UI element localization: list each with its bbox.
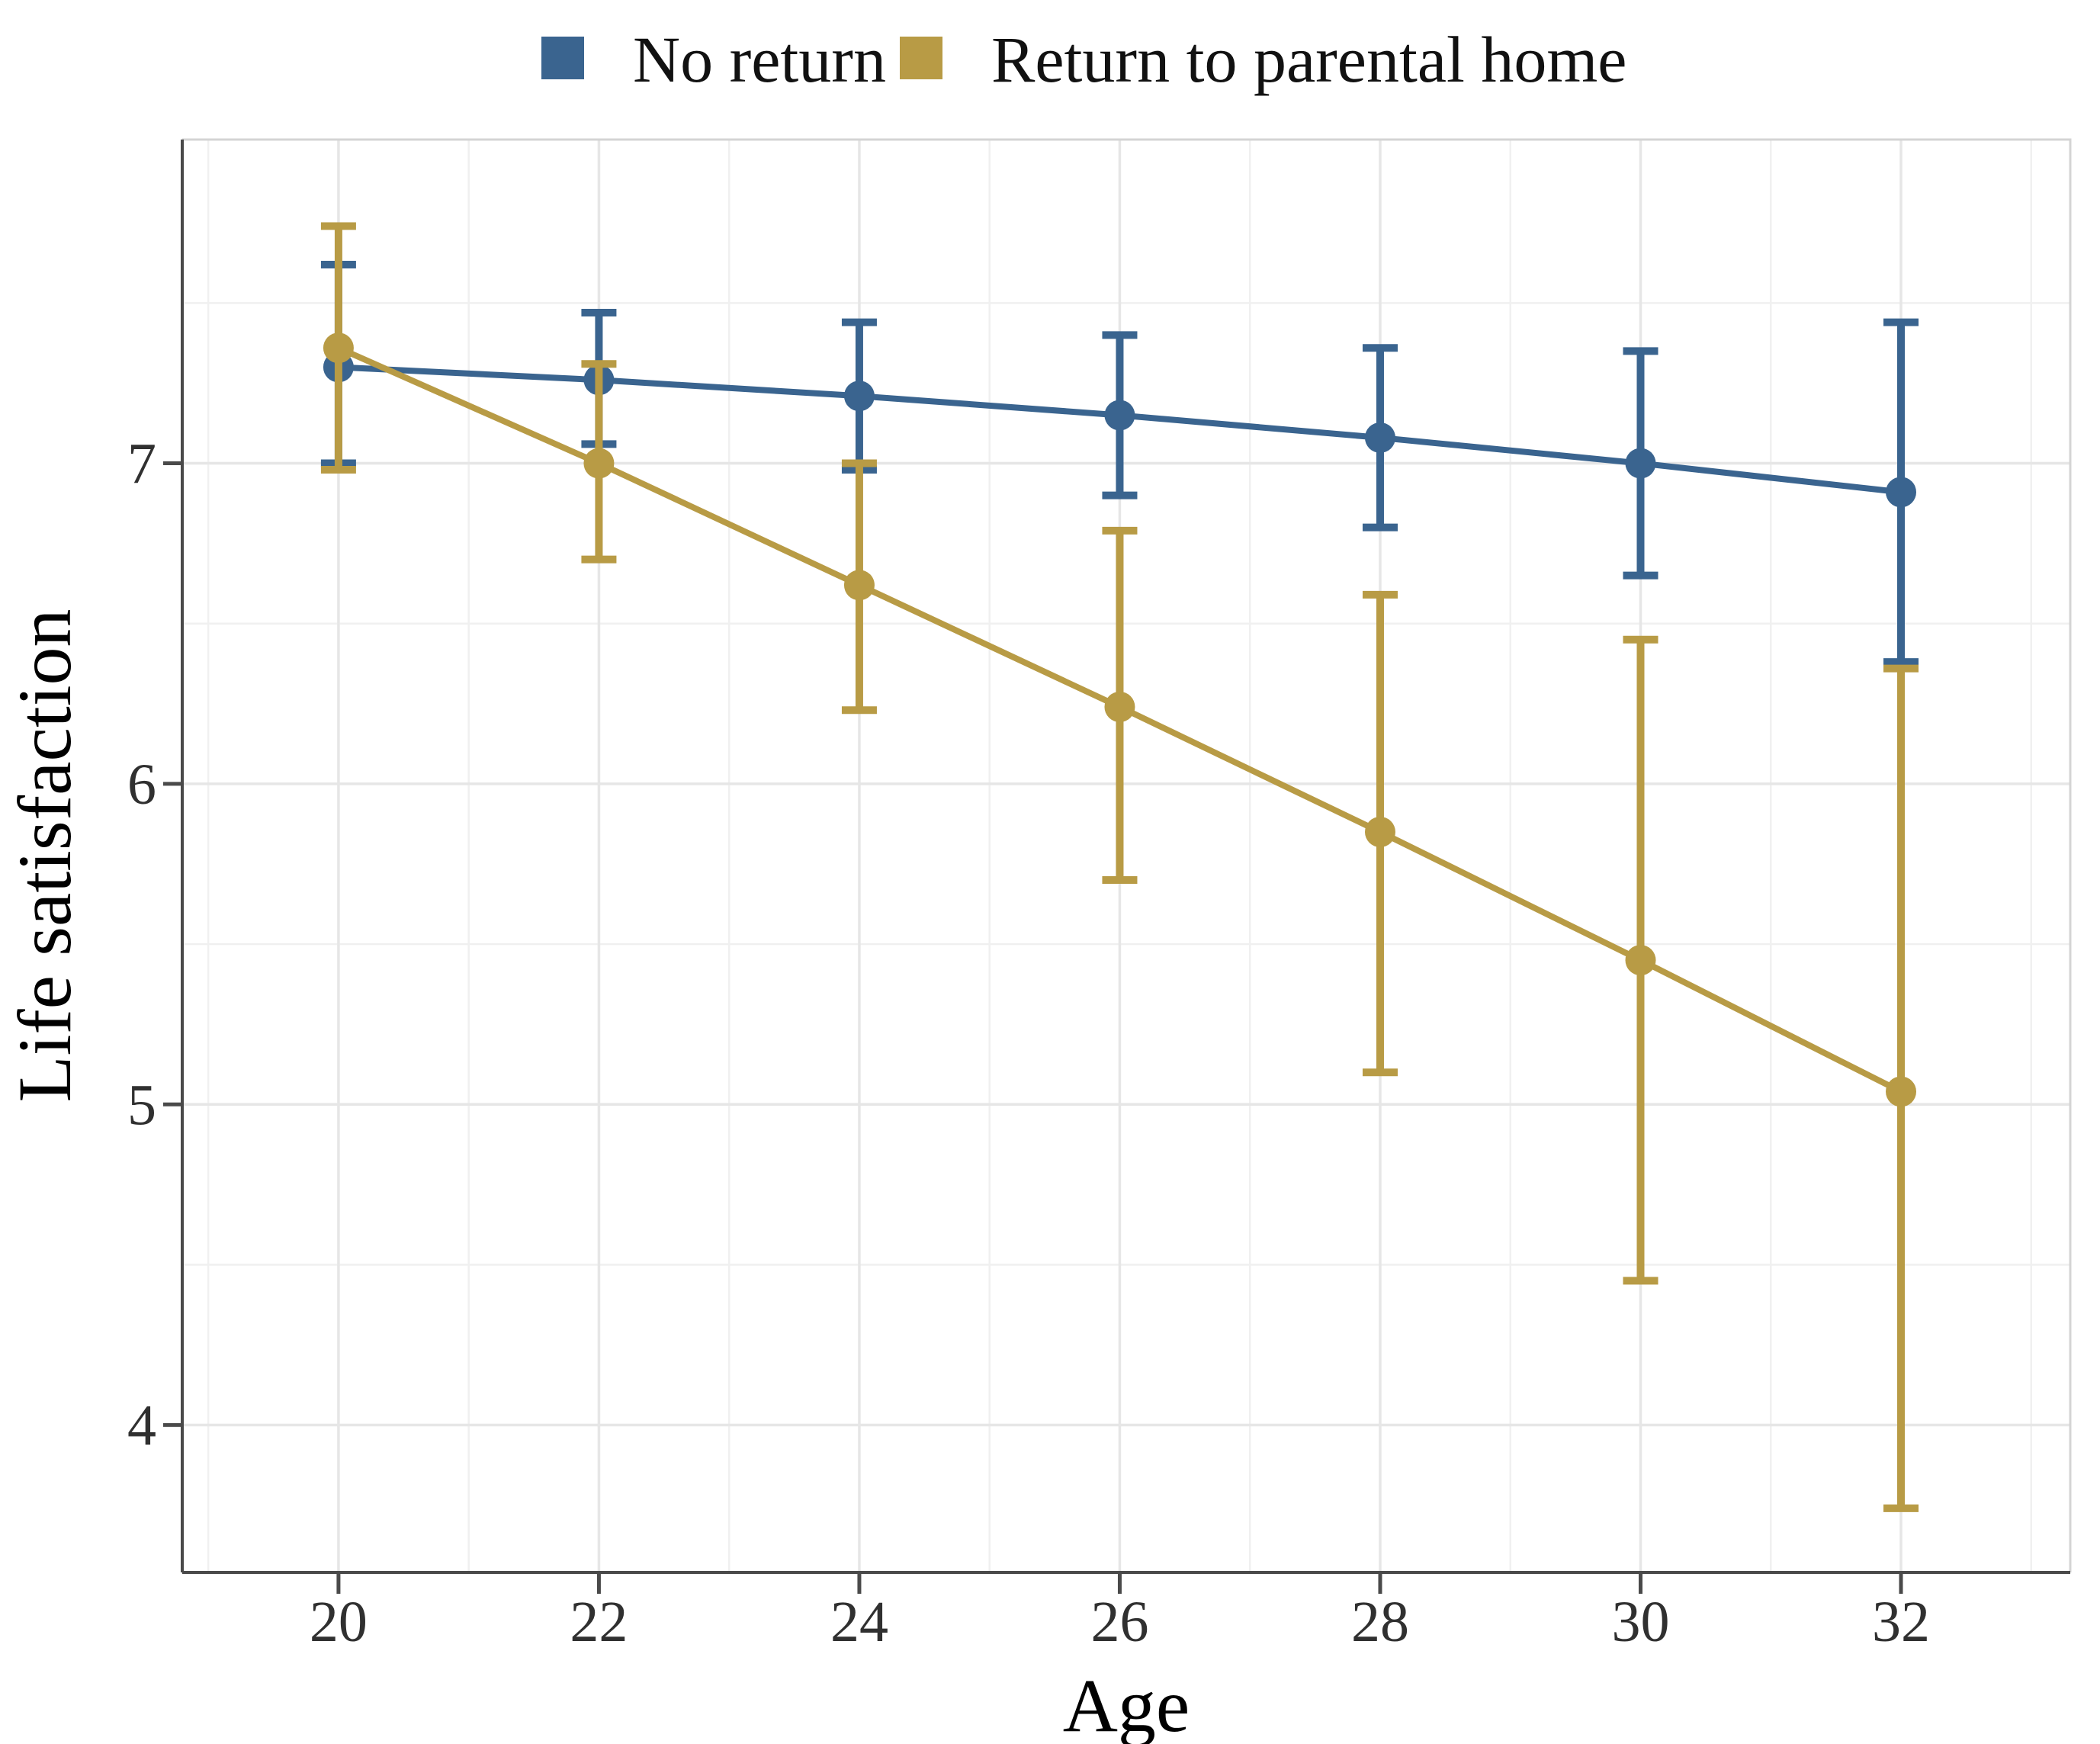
data-point-no-return [1104, 400, 1135, 431]
legend: No return Return to parental home [541, 23, 1626, 96]
legend-swatch-return-home [900, 37, 942, 79]
data-point-return-to-parental-home [583, 448, 615, 479]
x-tick-label: 22 [570, 1590, 628, 1654]
y-tick-label: 4 [127, 1394, 156, 1458]
data-point-return-to-parental-home [1625, 945, 1656, 976]
legend-label-no-return: No return [633, 23, 886, 96]
x-tick-label: 24 [830, 1590, 888, 1654]
x-tick-label: 26 [1090, 1590, 1148, 1654]
y-tick-label: 6 [127, 753, 156, 817]
data-point-return-to-parental-home [323, 332, 354, 364]
panel-border [182, 138, 2072, 1572]
data-point-return-to-parental-home [843, 570, 875, 601]
legend-item-no-return: No return [541, 23, 886, 96]
data-point-no-return [1886, 477, 1917, 508]
x-axis-title: Age [1063, 1663, 1190, 1744]
data-point-return-to-parental-home [1104, 692, 1135, 723]
x-tick-label: 32 [1872, 1590, 1930, 1654]
x-tick-label: 20 [310, 1590, 368, 1654]
data-point-no-return [1625, 448, 1656, 479]
y-axis-title: Life satisfaction [2, 609, 87, 1103]
y-tick-label: 7 [127, 432, 156, 496]
legend-label-return-home: Return to parental home [991, 23, 1626, 96]
x-tick-label: 30 [1611, 1590, 1669, 1654]
legend-item-return-home: Return to parental home [900, 23, 1626, 96]
plot-panel: 4 5 6 7 20 22 24 26 28 30 32 [127, 138, 2072, 1654]
legend-swatch-no-return [541, 37, 584, 79]
x-tick-label: 28 [1351, 1590, 1409, 1654]
y-tick-label: 5 [127, 1073, 156, 1137]
data-point-return-to-parental-home [1886, 1076, 1917, 1107]
data-point-no-return [843, 381, 875, 412]
data-point-return-to-parental-home [1364, 816, 1395, 847]
data-point-no-return [1364, 422, 1395, 453]
